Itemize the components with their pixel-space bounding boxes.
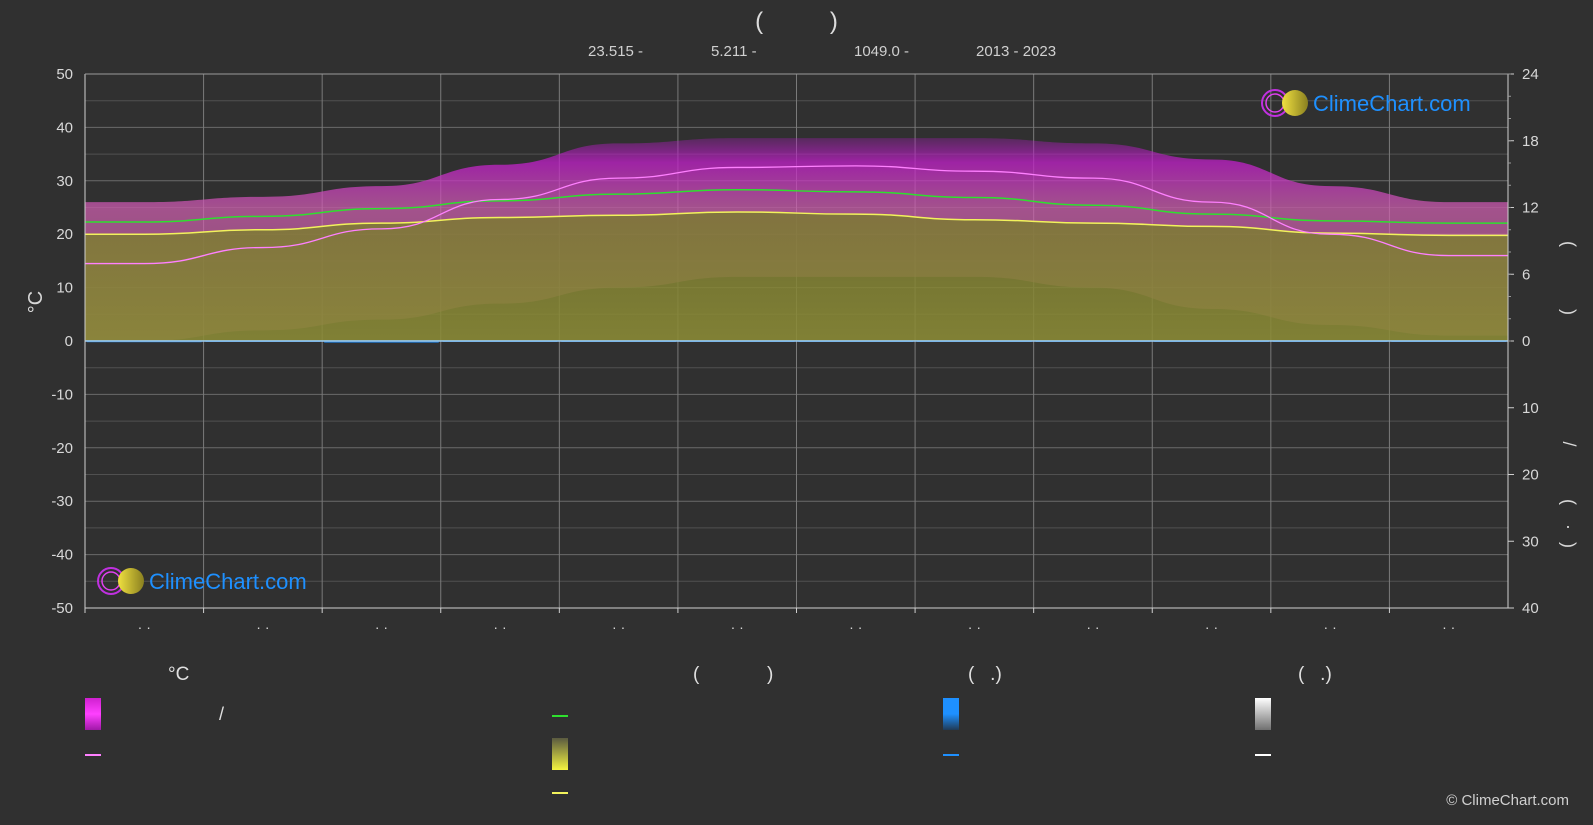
y-axis-label-right-glyph: (	[1559, 241, 1579, 247]
y-axis-label-right-glyph: )	[1559, 542, 1579, 548]
legend-snow-header: ( .)	[1298, 664, 1332, 685]
sunshine-line	[85, 211, 1508, 237]
y-tick-label-left: 30	[56, 173, 73, 190]
y-axis-label-left: °C	[25, 291, 47, 313]
y-axis-label-right-glyph: ·	[1559, 524, 1579, 530]
legend-temp-range-swatch	[85, 698, 101, 730]
y-tick-label-right: 40	[1522, 600, 1539, 617]
y-tick-label-left: 0	[65, 333, 73, 350]
x-tick-label: · ·	[1205, 619, 1218, 635]
y-tick-label-left: -50	[51, 600, 73, 617]
chart-title: ( )	[0, 8, 1593, 36]
y-tick-label-left: 50	[56, 66, 73, 83]
x-tick-label: · ·	[731, 619, 744, 635]
stat-longitude: 5.211 -	[711, 43, 757, 60]
legend-rain-line	[943, 754, 959, 756]
y-tick-label-right: 10	[1522, 400, 1539, 417]
y-tick-label-left: 20	[56, 226, 73, 243]
logo-sun-icon	[1282, 90, 1308, 116]
stat-years: 2013 - 2023	[976, 43, 1057, 60]
x-tick-label: · ·	[612, 619, 625, 635]
y-tick-label-right: 30	[1522, 533, 1539, 550]
title-close-paren: )	[829, 8, 838, 35]
climate-chart: 50 40 30 20 10 0 -10 -20 -30 -40 -50 °C 24 18 12 6 0 10 20…	[25, 66, 1579, 635]
x-tick-label: · ·	[375, 619, 388, 635]
stat-elevation: 1049.0 -	[854, 43, 910, 60]
legend-temp-mean-line	[85, 754, 101, 756]
logo-sun-icon	[118, 568, 144, 594]
legend-temp-header: °C	[168, 664, 190, 685]
y-tick-label-left: -10	[51, 386, 73, 403]
x-tick-label: · ·	[1442, 619, 1455, 635]
legend-sunshine-line	[552, 792, 568, 794]
y-axis-label-right-glyph: )	[1559, 309, 1579, 315]
legend-snow-swatch	[1255, 698, 1271, 730]
y-tick-label-right: 18	[1522, 133, 1539, 150]
logo-text-bottom: ClimeChart.com	[149, 569, 307, 594]
rain-bar	[324, 341, 439, 344]
y-tick-label-right: 20	[1522, 467, 1539, 484]
logo-bottom: ClimeChart.com	[97, 567, 307, 595]
y-tick-label-right: 0	[1522, 333, 1530, 350]
x-tick-label: · ·	[1324, 619, 1337, 635]
logo-top: ClimeChart.com	[1261, 89, 1471, 117]
legend-rain-swatch	[943, 698, 959, 730]
logo-text-top: ClimeChart.com	[1313, 91, 1471, 116]
x-tick-label: · ·	[849, 619, 862, 635]
y-tick-label-left: -40	[51, 547, 73, 564]
stat-latitude: 23.515 -	[588, 43, 644, 60]
y-tick-label-right: 24	[1522, 66, 1539, 83]
x-tick-label: · ·	[1086, 619, 1099, 635]
legend-temp-range-slash: /	[219, 704, 225, 724]
logo-ring-inner-icon	[1265, 93, 1285, 113]
y-tick-label-right: 6	[1522, 266, 1530, 283]
legend-snow-line	[1255, 754, 1271, 756]
copyright: © ClimeChart.com	[1446, 792, 1569, 809]
y-tick-label-left: -30	[51, 493, 73, 510]
x-tick-label: · ·	[256, 619, 269, 635]
temp-mean-line	[85, 165, 1508, 265]
y-tick-label-left: 40	[56, 119, 73, 136]
y-axis-label-right-glyph: /	[1559, 441, 1579, 446]
daylight-line	[85, 188, 1508, 224]
y-tick-label-right: 12	[1522, 200, 1539, 217]
legend-sun-header-close: )	[767, 664, 774, 685]
y-axis-label-right-glyph: (	[1559, 499, 1579, 505]
legend-rain-header: ( .)	[968, 664, 1002, 685]
legend-sunshine-swatch	[552, 738, 568, 770]
y-tick-label-left: 10	[56, 280, 73, 297]
y-tick-label-left: -20	[51, 440, 73, 457]
x-tick-label: · ·	[138, 619, 151, 635]
x-tick-label: · ·	[968, 619, 981, 635]
title-open-paren: (	[755, 8, 764, 35]
legend-daylight-line	[552, 715, 568, 717]
x-tick-label: · ·	[493, 619, 506, 635]
legend-sun-header-open: (	[693, 664, 700, 685]
sunshine-area	[85, 211, 1508, 341]
